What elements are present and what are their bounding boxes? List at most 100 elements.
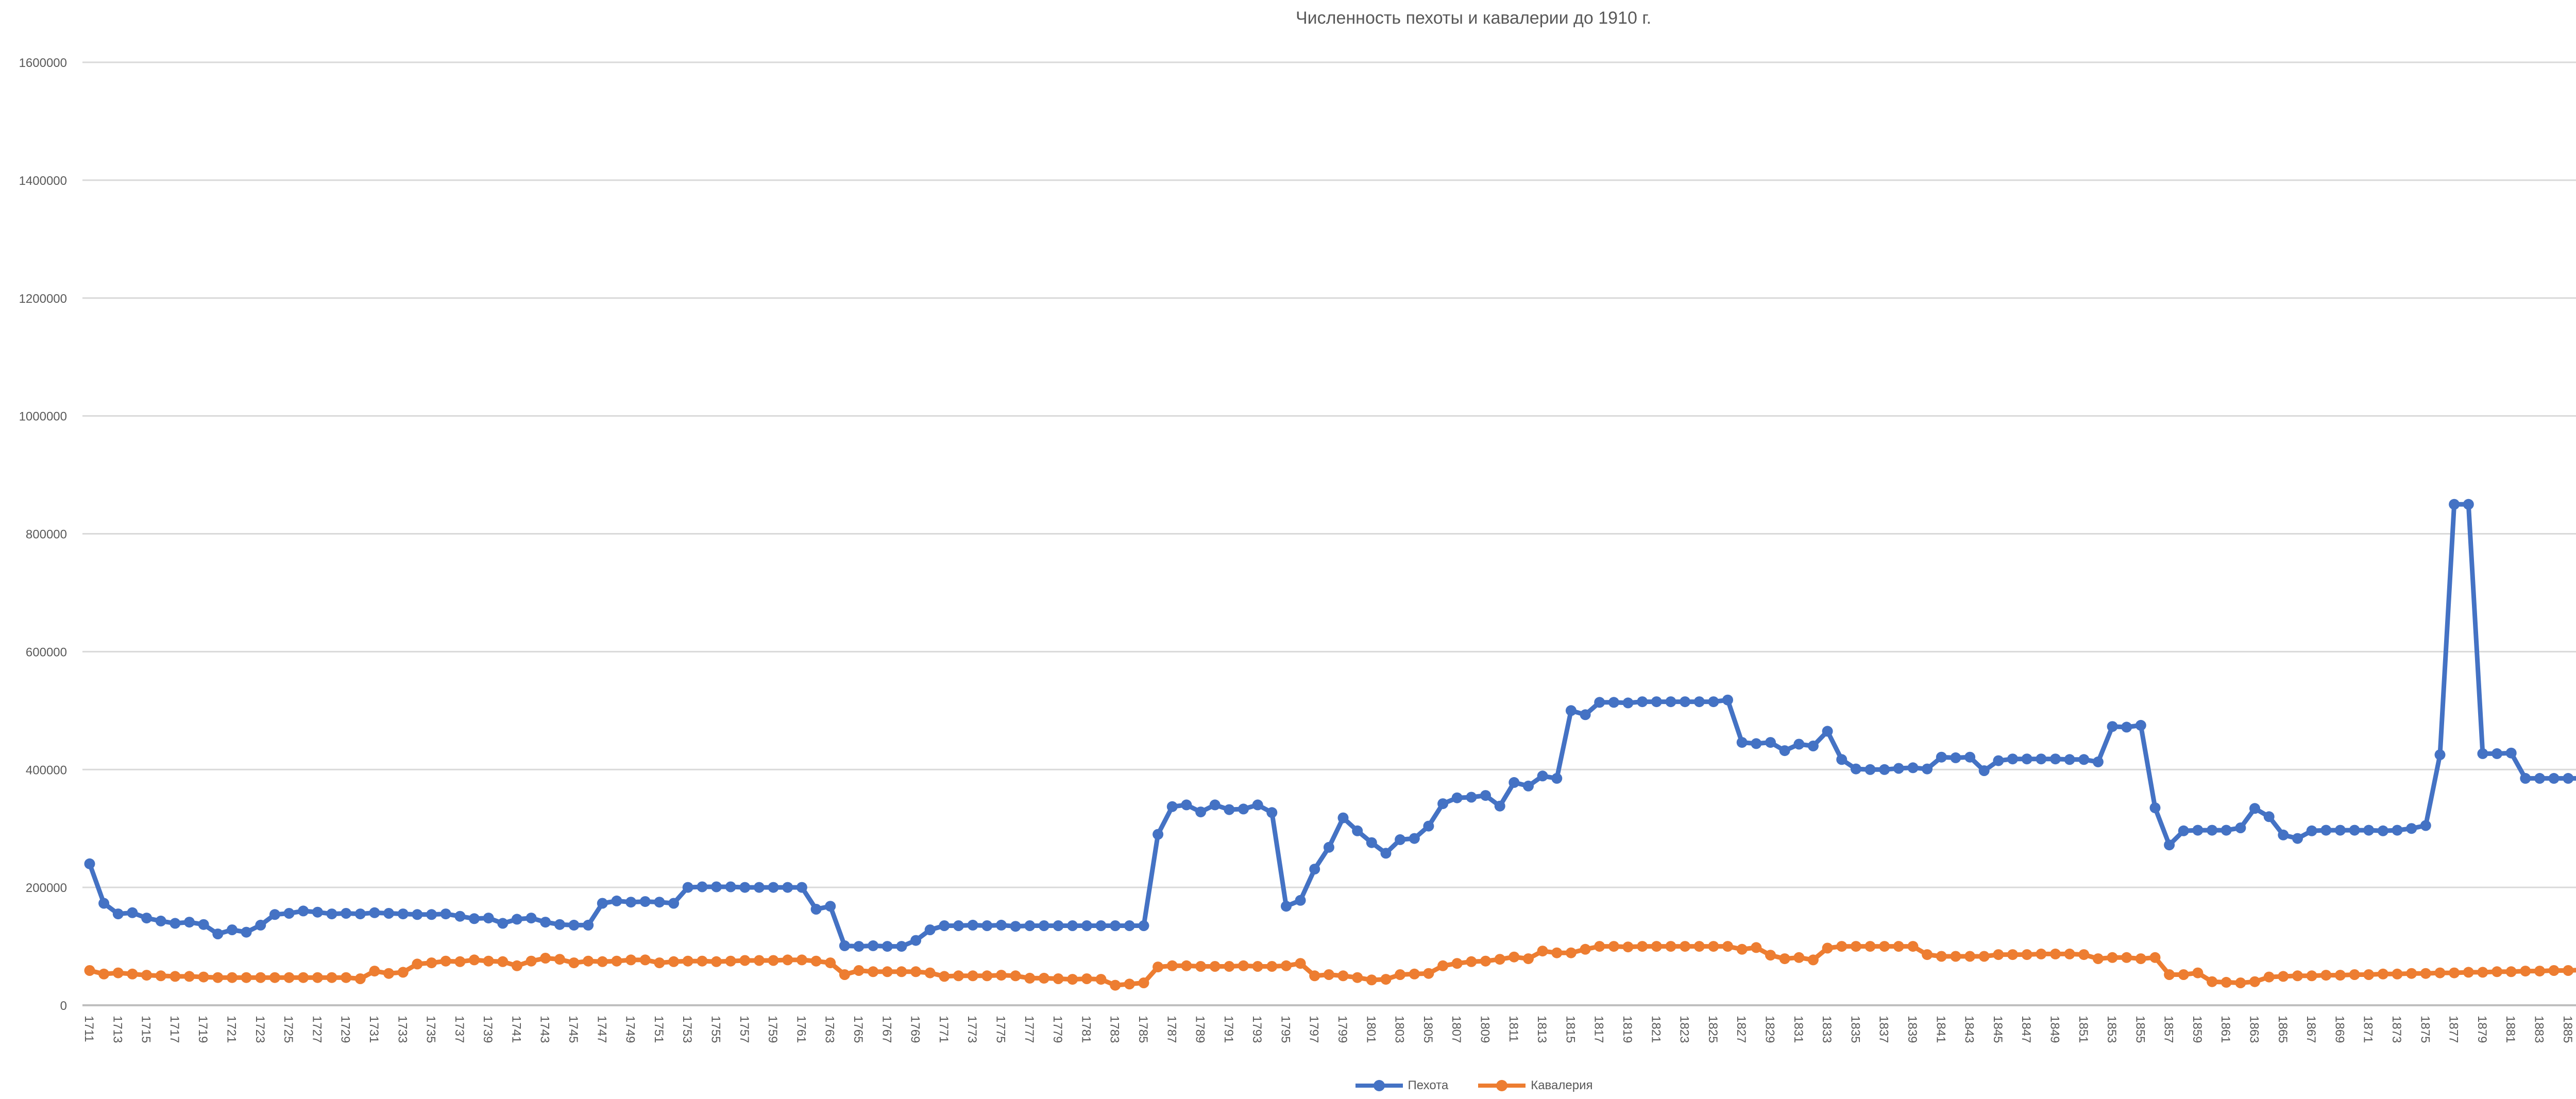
data-point-infantry: [697, 881, 708, 892]
data-point-infantry: [1053, 920, 1064, 931]
legend-item-infantry[interactable]: Пехота: [1354, 1078, 1448, 1093]
data-point-infantry: [2064, 754, 2075, 765]
data-point-infantry: [170, 918, 181, 929]
data-point-infantry: [2563, 772, 2574, 784]
data-point-infantry: [1451, 792, 1463, 803]
data-point-cavalry: [1665, 941, 1676, 952]
data-point-cavalry: [112, 967, 124, 978]
data-point-infantry: [1166, 801, 1178, 812]
x-tick-label: 1873: [2389, 1016, 2403, 1043]
x-tick-label: 1883: [2532, 1016, 2546, 1043]
data-point-infantry: [1466, 792, 1477, 803]
data-point-cavalry: [283, 972, 295, 983]
data-point-cavalry: [2064, 948, 2075, 959]
data-point-infantry: [782, 882, 793, 893]
data-point-cavalry: [2292, 970, 2303, 982]
y-tick-label: 1200000: [19, 292, 67, 306]
legend-item-cavalry[interactable]: Кавалерия: [1477, 1078, 1592, 1093]
data-point-infantry: [2278, 829, 2289, 840]
data-point-cavalry: [1807, 954, 1819, 966]
data-point-infantry: [212, 929, 224, 939]
data-point-infantry: [1153, 829, 1164, 840]
x-tick-label: 1863: [2247, 1016, 2261, 1043]
data-point-cavalry: [2449, 967, 2460, 978]
data-point-cavalry: [2534, 966, 2545, 977]
data-point-infantry: [354, 908, 366, 920]
x-tick-label: 1807: [1449, 1016, 1463, 1043]
data-point-cavalry: [1865, 941, 1876, 952]
data-point-cavalry: [568, 957, 580, 969]
x-tick-label: 1845: [1991, 1016, 2005, 1043]
data-point-cavalry: [768, 955, 779, 966]
x-tick-label: 1793: [1250, 1016, 1264, 1043]
data-point-infantry: [1138, 920, 1149, 931]
data-point-infantry: [1708, 696, 1719, 708]
x-tick-label: 1819: [1620, 1016, 1634, 1043]
data-point-infantry: [283, 908, 295, 919]
data-point-infantry: [2349, 825, 2360, 836]
x-tick-label: 1769: [908, 1016, 922, 1043]
data-point-infantry: [2520, 772, 2531, 784]
data-point-infantry: [1580, 709, 1591, 720]
x-tick-label: 1751: [652, 1016, 666, 1043]
data-point-infantry: [682, 882, 693, 893]
data-point-infantry: [654, 897, 665, 908]
data-point-cavalry: [1793, 952, 1805, 963]
data-point-cavalry: [1509, 951, 1520, 963]
data-point-cavalry: [84, 965, 95, 976]
data-point-infantry: [141, 913, 152, 924]
x-tick-label: 1865: [2276, 1016, 2290, 1043]
x-tick-label: 1791: [1222, 1016, 1235, 1043]
data-point-cavalry: [2334, 970, 2346, 981]
data-point-cavalry: [511, 960, 522, 971]
x-tick-label: 1817: [1592, 1016, 1606, 1043]
data-point-infantry: [1608, 697, 1619, 708]
data-point-infantry: [1693, 696, 1705, 708]
data-point-cavalry: [1836, 941, 1848, 952]
data-point-cavalry: [882, 966, 893, 977]
data-point-infantry: [269, 909, 280, 920]
data-point-cavalry: [2463, 967, 2474, 978]
data-point-infantry: [198, 919, 209, 930]
data-point-cavalry: [1751, 942, 1762, 953]
data-point-infantry: [1038, 920, 1049, 931]
data-point-cavalry: [1765, 950, 1776, 961]
data-point-infantry: [2036, 753, 2047, 765]
data-point-cavalry: [625, 954, 637, 966]
data-point-cavalry: [540, 953, 551, 964]
data-point-infantry: [2135, 719, 2146, 731]
data-point-infantry: [1751, 738, 1762, 749]
data-point-cavalry: [2492, 966, 2503, 977]
chart-title: Численность пехоты и кавалерии до 1910 г…: [1295, 8, 1652, 28]
x-tick-label: 1801: [1364, 1016, 1378, 1043]
data-point-cavalry: [1395, 969, 1406, 980]
data-point-cavalry: [2377, 968, 2388, 980]
x-tick-label: 1799: [1335, 1016, 1349, 1043]
data-point-cavalry: [611, 955, 622, 967]
x-tick-label: 1875: [2418, 1016, 2432, 1043]
data-point-infantry: [1523, 780, 1534, 792]
data-point-infantry: [1124, 920, 1135, 931]
data-point-infantry: [2192, 825, 2204, 836]
data-point-cavalry: [1993, 949, 2004, 960]
data-point-infantry: [853, 941, 865, 952]
data-point-infantry: [2149, 802, 2161, 814]
data-point-cavalry: [1622, 941, 1634, 953]
data-point-cavalry: [1580, 943, 1591, 955]
data-point-cavalry: [397, 967, 409, 978]
data-point-cavalry: [2149, 952, 2161, 963]
data-point-cavalry: [1323, 969, 1334, 980]
data-point-cavalry: [1494, 954, 1505, 965]
x-tick-label: 1797: [1307, 1016, 1321, 1043]
data-point-infantry: [2420, 820, 2431, 831]
x-tick-label: 1717: [167, 1016, 181, 1043]
data-point-cavalry: [1252, 961, 1263, 972]
data-point-cavalry: [1053, 973, 1064, 984]
data-point-cavalry: [1281, 960, 1292, 971]
data-point-infantry: [639, 896, 651, 907]
y-tick-label: 400000: [26, 763, 67, 777]
data-point-cavalry: [810, 955, 822, 967]
data-point-infantry: [1993, 755, 2004, 766]
data-point-cavalry: [1779, 953, 1790, 965]
data-point-infantry: [1551, 772, 1563, 784]
